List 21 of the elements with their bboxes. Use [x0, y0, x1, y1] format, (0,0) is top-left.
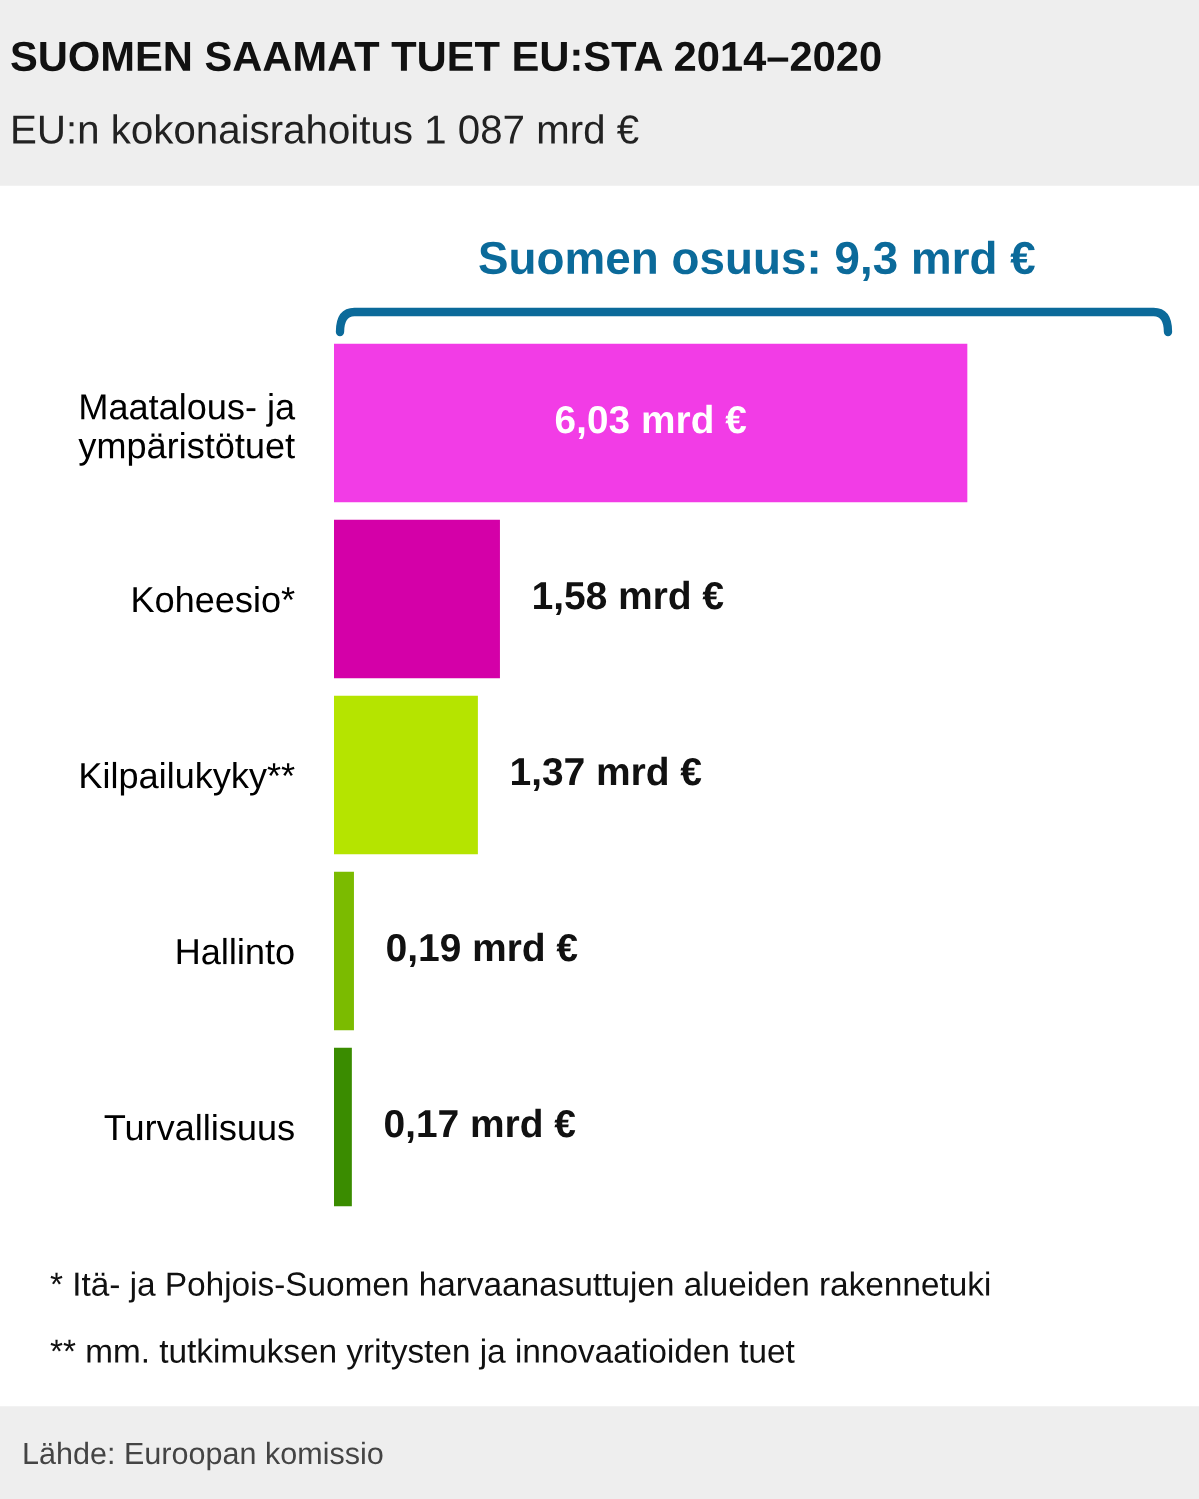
data-label: 1,37 mrd €	[512, 756, 702, 792]
text: Lähde: Euroopan komissio	[24, 1441, 383, 1471]
chart-title: SUOMEN SAAMAT TUET EU:STA 2014–2020	[11, 41, 881, 72]
data-label: 6,03 mrd €	[555, 404, 747, 440]
y-tick-label: Hallinto	[177, 937, 294, 965]
text: * Itä- ja Pohjois-Suomen harvaanasuttujen alueiden rakennetuki	[50, 1271, 990, 1303]
bar	[334, 695, 478, 855]
y-tick-label: Turvallisuus	[104, 1113, 294, 1141]
text: Suomen osuus: 9,3 mrd €	[479, 240, 1035, 281]
text: ** mm. tutkimuksen yritysten ja innovaatioiden tuet	[50, 1338, 795, 1370]
y-tick-label: Maatalous- ja ympäristötuet	[78, 393, 296, 466]
bar	[334, 343, 968, 503]
bar	[334, 519, 500, 679]
chart-subtitle: EU:n kokonaisrahoitus 1 087 mrd €	[13, 114, 639, 144]
data-label: 0,19 mrd €	[387, 932, 578, 968]
bar	[334, 871, 354, 1031]
bar	[334, 1047, 352, 1207]
y-tick-label: Kilpailukyky**	[81, 761, 295, 796]
data-label: 1,58 mrd €	[534, 580, 724, 616]
y-tick-label: Koheesio*	[133, 585, 295, 613]
data-label: 0,17 mrd €	[385, 1108, 576, 1144]
